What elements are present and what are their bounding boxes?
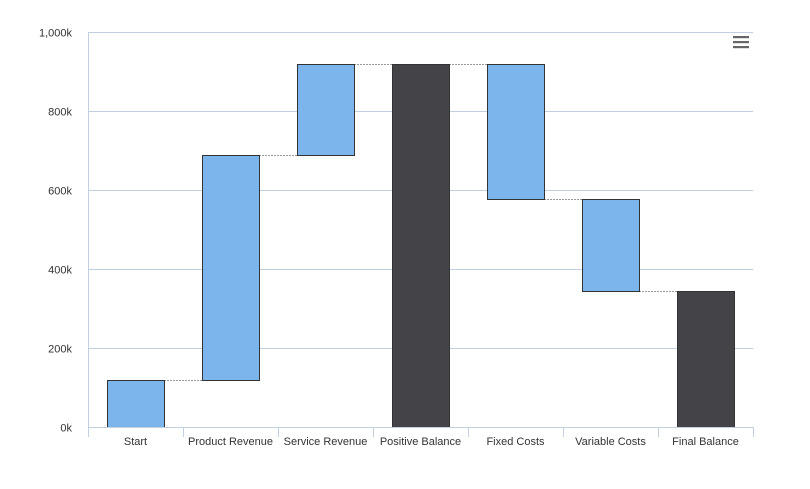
waterfall-bar[interactable] [297,64,355,156]
waterfall-bar[interactable] [107,380,165,428]
x-tick-label: Service Revenue [284,436,368,448]
y-tick-label: 800k [48,107,72,119]
x-tick-label: Final Balance [672,436,739,448]
axis-layer [88,32,754,437]
connector-layer [164,64,678,381]
x-tick-label: Product Revenue [188,436,273,448]
y-tick-label: 400k [48,265,72,277]
x-tick-label: Start [124,436,147,448]
waterfall-bar[interactable] [487,64,545,200]
y-tick-label: 0k [60,423,72,435]
x-tick-label: Variable Costs [575,436,646,448]
x-tick-label: Positive Balance [380,436,461,448]
waterfall-bar[interactable] [677,291,735,428]
y-tick-label: 1,000k [39,28,73,40]
x-tick-label: Fixed Costs [486,436,545,448]
hamburger-menu-icon[interactable] [729,32,753,52]
bar-layer [107,64,735,428]
waterfall-bar[interactable] [392,64,450,428]
waterfall-bar[interactable] [582,199,640,292]
y-tick-label: 200k [48,344,72,356]
waterfall-bar[interactable] [202,155,260,381]
y-tick-label: 600k [48,186,72,198]
y-tick-labels: 0k 200k 400k 600k 800k 1,000k [39,28,73,435]
x-tick-labels: Start Product Revenue Service Revenue Posit… [124,436,739,448]
